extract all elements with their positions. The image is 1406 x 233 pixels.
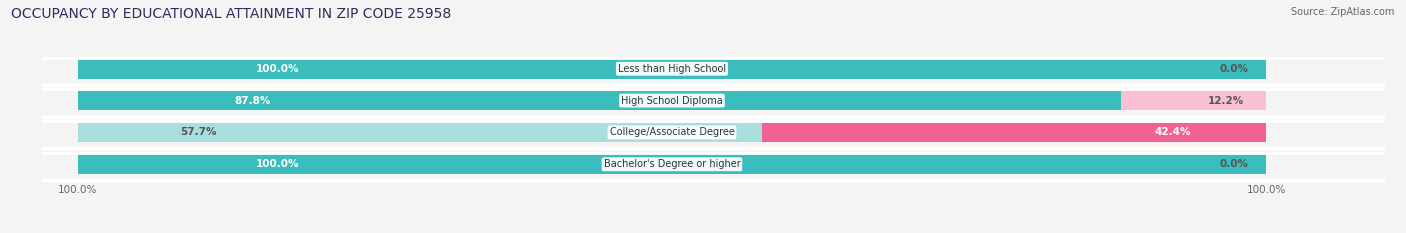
Text: College/Associate Degree: College/Associate Degree bbox=[610, 127, 734, 137]
Text: Bachelor's Degree or higher: Bachelor's Degree or higher bbox=[603, 159, 741, 169]
Bar bbox=[77, 59, 1265, 79]
Bar bbox=[77, 123, 1265, 142]
Text: 0.0%: 0.0% bbox=[1219, 159, 1249, 169]
Bar bbox=[77, 123, 763, 142]
Text: 0.0%: 0.0% bbox=[1219, 64, 1249, 74]
Bar bbox=[77, 59, 1265, 79]
Bar bbox=[77, 154, 1265, 174]
Text: 57.7%: 57.7% bbox=[181, 127, 217, 137]
Text: OCCUPANCY BY EDUCATIONAL ATTAINMENT IN ZIP CODE 25958: OCCUPANCY BY EDUCATIONAL ATTAINMENT IN Z… bbox=[11, 7, 451, 21]
Bar bbox=[77, 91, 1265, 110]
Text: 87.8%: 87.8% bbox=[235, 96, 271, 106]
Bar bbox=[77, 91, 1121, 110]
Text: Source: ZipAtlas.com: Source: ZipAtlas.com bbox=[1291, 7, 1395, 17]
Text: Less than High School: Less than High School bbox=[617, 64, 725, 74]
Text: High School Diploma: High School Diploma bbox=[621, 96, 723, 106]
Text: 100.0%: 100.0% bbox=[256, 159, 299, 169]
Bar bbox=[762, 123, 1265, 142]
Text: 100.0%: 100.0% bbox=[256, 64, 299, 74]
Bar bbox=[1121, 91, 1265, 110]
Text: 42.4%: 42.4% bbox=[1154, 127, 1191, 137]
Bar bbox=[77, 154, 1265, 174]
Text: 12.2%: 12.2% bbox=[1208, 96, 1244, 106]
